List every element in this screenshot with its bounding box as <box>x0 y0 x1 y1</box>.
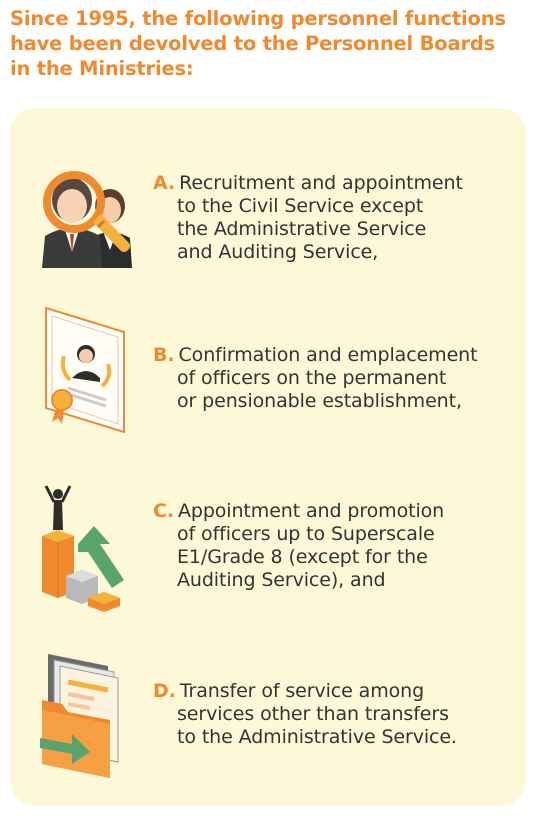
text-line: of officers up to Superscale <box>177 523 435 545</box>
text-line: the Administrative Service <box>177 218 427 240</box>
item-letter: B. <box>153 344 175 366</box>
text-line-content: Confirmation and emplacement <box>178 344 478 366</box>
text-line: to the Civil Service except <box>177 195 424 217</box>
certificate-icon <box>45 306 125 434</box>
page-heading: Since 1995, the following personnel func… <box>10 6 530 81</box>
text-line: services other than transfers <box>177 703 449 725</box>
magnifier-people-icon <box>42 171 132 268</box>
text-line-content: Appointment and promotion <box>177 500 445 522</box>
text-line: of officers on the permanent <box>177 367 447 389</box>
text-line: C. Appointment and promotion <box>153 500 523 523</box>
text-line: Auditing Service), and <box>177 569 386 591</box>
functions-panel: A. Recruitment and appointment to the Civ… <box>10 108 526 806</box>
function-text-b: B. Confirmation and emplacement of office… <box>153 344 523 413</box>
heading-line: in the Ministries: <box>10 57 194 80</box>
item-letter: A. <box>153 172 176 194</box>
function-text-a: A. Recruitment and appointment to the Civ… <box>153 172 523 264</box>
item-letter: C. <box>153 500 174 522</box>
file-transfer-icon <box>40 654 119 778</box>
text-line: A. Recruitment and appointment <box>153 172 523 195</box>
promotion-chart-icon <box>42 485 124 612</box>
text-line: E1/Grade 8 (except for the <box>177 546 428 568</box>
function-text-d: D. Transfer of service among services oth… <box>153 680 523 749</box>
text-line-content: Transfer of service among <box>179 680 425 702</box>
text-line: B. Confirmation and emplacement <box>153 344 523 367</box>
heading-line: have been devolved to the Personnel Boar… <box>10 32 496 55</box>
text-line: and Auditing Service, <box>177 241 379 263</box>
heading-line: Since 1995, the following personnel func… <box>10 7 506 30</box>
function-text-c: C. Appointment and promotion of officers … <box>153 500 523 592</box>
text-line: to the Administrative Service. <box>177 726 457 748</box>
text-line: D. Transfer of service among <box>153 680 523 703</box>
item-letter: D. <box>153 680 176 702</box>
text-line-content: Recruitment and appointment <box>179 172 463 194</box>
text-line: or pensionable establishment, <box>177 390 462 412</box>
